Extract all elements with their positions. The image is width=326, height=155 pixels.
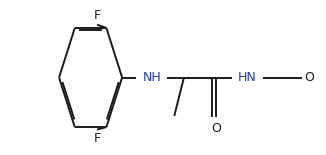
Text: O: O	[304, 71, 314, 84]
Text: O: O	[211, 122, 221, 135]
Text: HN: HN	[238, 71, 257, 84]
Text: F: F	[94, 9, 101, 22]
Text: F: F	[94, 132, 101, 145]
Text: NH: NH	[142, 71, 161, 84]
